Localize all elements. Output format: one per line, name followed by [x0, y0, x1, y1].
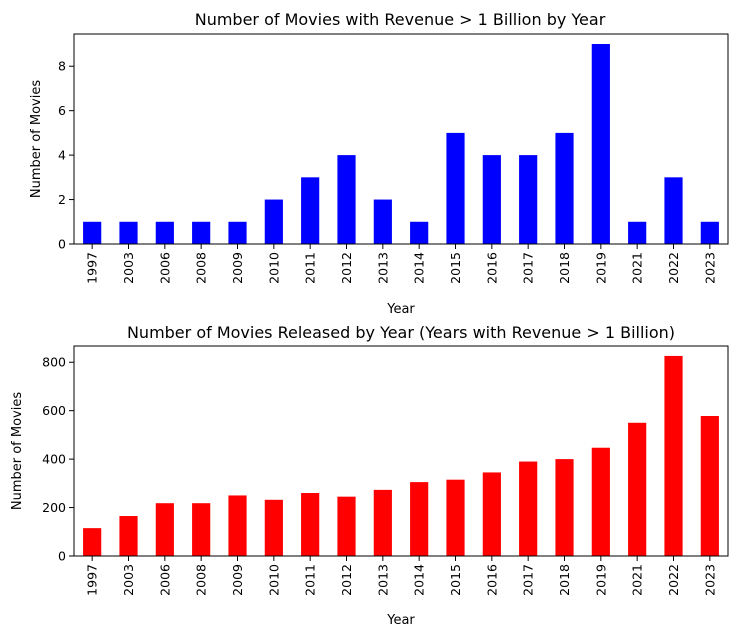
- chart-bottom-bars: [83, 355, 719, 556]
- chart-bottom-y-axis-label: Number of Movies: [10, 392, 25, 510]
- chart-top-y-axis-label: Number of Movies: [29, 80, 44, 198]
- chart-top-bar-2003: [119, 221, 138, 244]
- chart-top-bar-2021: [628, 221, 647, 244]
- chart-bottom-x-ticks: 1997 2003 2006 2008 2009 2010 2011 2012 2013 2014…: [85, 556, 717, 596]
- chart-top-bar-2016: [482, 155, 501, 244]
- chart-top-bar-2022: [664, 177, 683, 244]
- chart-bottom-bar-2023: [700, 416, 719, 556]
- chart-top-bar-2019: [591, 44, 610, 244]
- chart-bottom-bar-2022: [664, 355, 683, 556]
- chart-top-x-tick-label: 2022: [666, 252, 681, 284]
- chart-top-x-tick-label: 2012: [339, 252, 354, 284]
- chart-top-x-tick-label: 2003: [121, 252, 136, 284]
- chart-bottom-plot-frame: [73, 345, 729, 557]
- chart-bottom-y-tick-label: 800: [42, 355, 66, 370]
- chart-bottom: Number of Movies Released by Year (Years…: [10, 323, 729, 628]
- chart-bottom-x-tick-label: 2015: [448, 564, 463, 596]
- chart-top-y-tick-label: 0: [58, 237, 66, 252]
- chart-bottom-title: Number of Movies Released by Year (Years…: [127, 323, 675, 342]
- chart-bottom-x-tick-label: 2016: [484, 564, 499, 596]
- chart-top-x-tick-label: 2023: [702, 252, 717, 284]
- chart-bottom-x-tick-label: 2013: [375, 564, 390, 596]
- chart-top-title: Number of Movies with Revenue > 1 Billio…: [195, 10, 606, 29]
- chart-top-bar-2014: [410, 221, 429, 244]
- chart-top-x-tick-label: 2008: [194, 252, 209, 284]
- chart-bottom-x-axis-label: Year: [386, 613, 415, 628]
- chart-bottom-x-tick-label: 2012: [339, 564, 354, 596]
- chart-top-x-tick-label: 2016: [484, 252, 499, 284]
- chart-bottom-bar-2006: [155, 503, 174, 556]
- chart-top-x-tick-label: 2010: [266, 252, 281, 284]
- chart-bottom-y-ticks: 0 200 400 600 800: [42, 355, 74, 564]
- chart-bottom-x-tick-label: 2014: [412, 564, 427, 596]
- chart-bottom-x-tick-label: 2021: [630, 564, 645, 596]
- chart-top-x-axis-label: Year: [386, 302, 415, 317]
- chart-bottom-bar-2012: [337, 496, 356, 556]
- chart-top-y-tick-label: 4: [58, 148, 66, 163]
- chart-top-x-tick-label: 2011: [303, 252, 318, 284]
- chart-bottom-bar-2018: [555, 459, 574, 556]
- chart-top-bar-2023: [700, 221, 719, 244]
- chart-top-bar-2006: [155, 221, 174, 244]
- chart-bottom-bar-2013: [373, 489, 392, 556]
- chart-top-x-tick-label: 2013: [375, 252, 390, 284]
- chart-top-bars: [83, 44, 719, 244]
- chart-top-x-tick-label: 2009: [230, 252, 245, 284]
- chart-bottom-x-tick-label: 2006: [157, 564, 172, 596]
- chart-bottom-y-tick-label: 400: [42, 452, 66, 467]
- chart-bottom-bar-2014: [410, 482, 429, 556]
- chart-bottom-x-tick-label: 2011: [303, 564, 318, 596]
- chart-bottom-y-tick-label: 0: [58, 549, 66, 564]
- chart-top-x-tick-label: 2018: [557, 252, 572, 284]
- chart-top-x-tick-label: 2015: [448, 252, 463, 284]
- chart-bottom-y-tick-label: 200: [42, 500, 66, 515]
- chart-top-y-tick-label: 8: [58, 59, 66, 74]
- chart-top-x-tick-label: 2006: [157, 252, 172, 284]
- chart-bottom-x-tick-label: 2008: [194, 564, 209, 596]
- chart-top-bar-2010: [264, 199, 283, 244]
- chart-bottom-x-tick-label: 2010: [266, 564, 281, 596]
- chart-top-plot-frame: [73, 33, 729, 245]
- chart-top-bar-1997: [83, 221, 102, 244]
- chart-bottom-y-tick-label: 600: [42, 403, 66, 418]
- chart-top-bar-2009: [228, 221, 247, 244]
- chart-bottom-x-tick-label: 2003: [121, 564, 136, 596]
- chart-top-x-tick-label: 2017: [521, 252, 536, 284]
- chart-bottom-x-tick-label: 2019: [593, 564, 608, 596]
- chart-bottom-x-tick-label: 2017: [521, 564, 536, 596]
- chart-bottom-bar-2009: [228, 495, 247, 556]
- chart-top-bar-2017: [519, 155, 538, 244]
- chart-bottom-bar-2008: [192, 503, 211, 556]
- chart-top-bar-2011: [301, 177, 320, 244]
- chart-top-bar-2015: [446, 132, 465, 244]
- chart-bottom-bar-2016: [482, 472, 501, 556]
- chart-bottom-bar-2019: [591, 447, 610, 556]
- chart-bottom-bar-2021: [628, 422, 647, 556]
- chart-top-x-tick-label: 2021: [630, 252, 645, 284]
- chart-top-bar-2018: [555, 132, 574, 244]
- chart-bottom-x-tick-label: 2022: [666, 564, 681, 596]
- chart-top: Number of Movies with Revenue > 1 Billio…: [29, 10, 729, 317]
- chart-top-y-tick-label: 6: [58, 103, 66, 118]
- chart-bottom-x-tick-label: 2018: [557, 564, 572, 596]
- chart-bottom-bar-2011: [301, 493, 320, 556]
- chart-top-x-tick-label: 2014: [412, 252, 427, 284]
- chart-bottom-x-tick-label: 2009: [230, 564, 245, 596]
- chart-bottom-bar-2010: [264, 499, 283, 556]
- chart-top-bar-2013: [373, 199, 392, 244]
- chart-top-x-tick-label: 2019: [593, 252, 608, 284]
- chart-top-bar-2008: [192, 221, 211, 244]
- chart-top-y-tick-label: 2: [58, 192, 66, 207]
- chart-bottom-bar-2003: [119, 516, 138, 556]
- chart-bottom-x-tick-label: 1997: [85, 564, 100, 596]
- chart-bottom-bar-2017: [519, 461, 538, 556]
- chart-bottom-x-tick-label: 2023: [702, 564, 717, 596]
- chart-top-bar-2012: [337, 155, 356, 244]
- chart-top-x-tick-label: 1997: [85, 252, 100, 284]
- chart-top-x-ticks: 1997 2003 2006 2008 2009 2010 2011 2012 2013 2014…: [85, 244, 717, 284]
- chart-bottom-bar-1997: [83, 528, 102, 556]
- chart-bottom-bar-2015: [446, 479, 465, 556]
- chart-top-y-ticks: 0 2 4 6 8: [58, 59, 74, 252]
